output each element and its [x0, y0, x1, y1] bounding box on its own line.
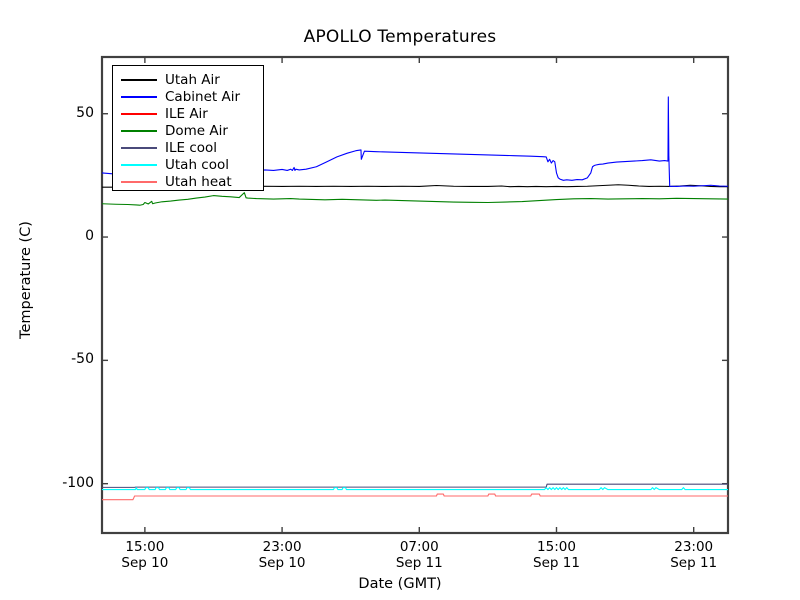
legend-item-utah-heat: Utah heat	[121, 173, 263, 190]
x-tick-label: 15:00 Sep 10	[90, 539, 200, 571]
x-tick-label: 23:00 Sep 11	[639, 539, 749, 571]
legend-swatch-icon	[121, 163, 157, 166]
y-tick-label: -100	[62, 474, 94, 491]
legend-label: ILE Air	[165, 105, 208, 122]
x-tick-date: Sep 10	[121, 555, 169, 571]
legend-swatch-icon	[121, 95, 157, 98]
x-tick-time: 07:00	[399, 539, 439, 555]
series-line	[102, 493, 728, 501]
legend-label: Utah Air	[165, 71, 220, 88]
legend-item-ile-cool: ILE cool	[121, 139, 263, 156]
legend-label: Utah heat	[165, 173, 232, 190]
legend-item-dome-air: Dome Air	[121, 122, 263, 139]
legend-label: Utah cool	[165, 156, 229, 173]
y-tick-label: -50	[71, 351, 94, 368]
x-tick-label: 23:00 Sep 10	[227, 539, 337, 571]
legend-swatch-icon	[121, 112, 157, 115]
legend-item-cabinet-air: Cabinet Air	[121, 88, 263, 105]
series-line	[102, 192, 728, 206]
y-tick-label: 50	[76, 104, 94, 121]
x-tick-time: 15:00	[125, 539, 165, 555]
legend-item-utah-air: Utah Air	[121, 71, 263, 88]
legend-swatch-icon	[121, 146, 157, 149]
page-title: APOLLO Temperatures	[303, 27, 497, 47]
x-axis-label: Date (GMT)	[358, 576, 442, 592]
y-tick-label: 0	[85, 228, 94, 245]
legend-label: ILE cool	[165, 139, 218, 156]
x-tick-date: Sep 11	[533, 555, 580, 571]
x-tick-date: Sep 11	[395, 555, 443, 571]
x-tick-time: 23:00	[674, 539, 714, 555]
legend-item-utah-cool: Utah cool	[121, 156, 263, 173]
plot-frame	[100, 55, 730, 535]
legend-swatch-icon	[121, 78, 157, 81]
x-tick-date: Sep 10	[258, 555, 306, 571]
legend-swatch-icon	[121, 180, 157, 183]
legend: Utah Air Cabinet Air ILE Air Dome Air ILE co…	[112, 65, 264, 191]
series-line	[102, 483, 728, 488]
x-tick-time: 23:00	[262, 539, 302, 555]
legend-swatch-icon	[121, 129, 157, 132]
x-tick-label: 07:00 Sep 11	[364, 539, 474, 571]
series-line	[102, 487, 728, 491]
x-tick-date: Sep 11	[670, 555, 718, 571]
legend-label: Dome Air	[165, 122, 228, 139]
x-tick-label: 15:00 Sep 11	[501, 539, 611, 571]
x-tick-time: 15:00	[537, 539, 576, 555]
legend-item-ile-air: ILE Air	[121, 105, 263, 122]
legend-label: Cabinet Air	[165, 88, 241, 105]
